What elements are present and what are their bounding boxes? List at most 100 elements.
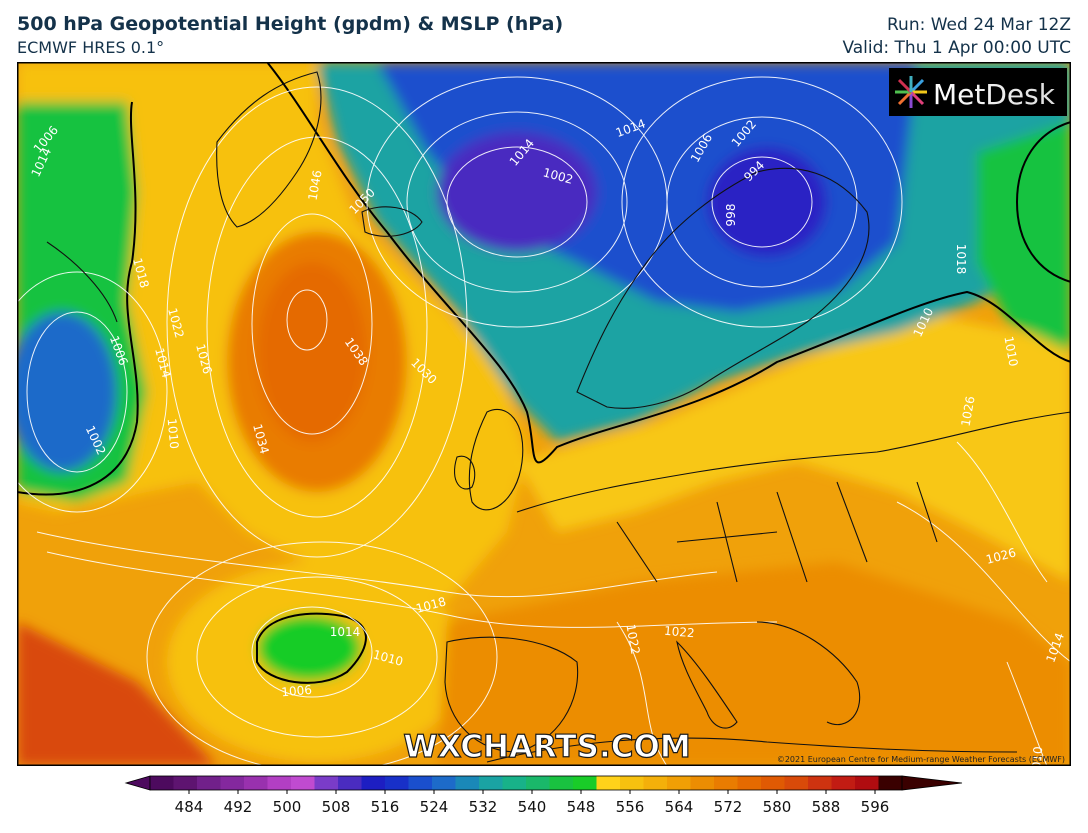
colorbar-tick-label: 548 xyxy=(567,798,596,816)
metdesk-logo-burst-icon xyxy=(895,76,927,108)
coastlines xyxy=(46,71,1071,763)
isobar-label: 1018 xyxy=(954,244,968,275)
iberia-coast xyxy=(444,636,579,753)
colorbar-swatch xyxy=(502,776,527,790)
colorbar: 484 492 500 508 516 524 532 540 548 556 564 572 580 5… xyxy=(124,775,963,816)
height-band-572-se xyxy=(437,562,1071,766)
colorbar-swatch xyxy=(596,776,621,790)
colorbar-swatch xyxy=(526,776,550,790)
colorbar-labels: 484 492 500 508 516 524 532 540 548 556 564 572 580 5… xyxy=(175,790,890,816)
colorbar-swatch xyxy=(643,776,668,790)
border-lines xyxy=(616,481,938,583)
colorbar-swatch xyxy=(197,776,221,790)
colorbar-tick-label: 572 xyxy=(714,798,743,816)
valid-time: Valid: Thu 1 Apr 00:00 UTC xyxy=(842,38,1071,58)
contour-552-west xyxy=(17,101,139,496)
colorbar-swatch xyxy=(267,776,292,790)
colorbar-swatch xyxy=(173,776,198,790)
colorbar-tick-label: 580 xyxy=(763,798,792,816)
colorbar-swatch xyxy=(432,776,456,790)
contour-552-north xyxy=(266,62,1071,464)
europe-mainland xyxy=(516,411,1071,513)
colorbar-arrow-left xyxy=(124,775,151,791)
colorbar-swatch xyxy=(878,776,903,790)
italy-coast xyxy=(676,640,738,729)
colorbar-swatch xyxy=(549,776,574,790)
isobar-label: 1010 xyxy=(1029,746,1046,766)
scandinavia-coast xyxy=(576,167,870,409)
newfoundland-coast xyxy=(46,241,118,323)
ridge-inner xyxy=(257,262,367,442)
colorbar-swatch xyxy=(244,776,268,790)
colorbar-swatch xyxy=(455,776,480,790)
colorbar-tick-label: 540 xyxy=(518,798,547,816)
isobar-label: 1046 xyxy=(306,169,325,202)
metdesk-logo-text: MetDesk xyxy=(933,78,1056,111)
colorbar-swatch xyxy=(690,776,715,790)
colorbar-tick-label: 484 xyxy=(175,798,204,816)
colorbar-tick-label: 524 xyxy=(420,798,449,816)
colorbar-swatch xyxy=(667,776,691,790)
colorbar-swatch xyxy=(338,776,362,790)
colorbar-swatch xyxy=(831,776,856,790)
chart-title: 500 hPa Geopotential Height (gpdm) & MSL… xyxy=(17,13,564,35)
isobar-label: 1022 xyxy=(664,624,696,641)
colorbar-swatch xyxy=(573,776,597,790)
isobar-label: 1006 xyxy=(281,683,313,700)
low-core-east xyxy=(707,147,827,257)
colorbar-swatch xyxy=(220,776,245,790)
colorbar-tick-label: 564 xyxy=(665,798,694,816)
colorbar-swatch xyxy=(314,776,339,790)
isobar-label: 1010 xyxy=(165,418,182,450)
colorbar-border xyxy=(149,775,903,791)
colorbar-tick-label: 596 xyxy=(861,798,890,816)
colorbar-tick-label: 492 xyxy=(224,798,253,816)
greenland-coast xyxy=(216,71,322,228)
balkans-coast xyxy=(756,621,861,726)
colorbar-swatch xyxy=(714,776,738,790)
low-core-west xyxy=(437,132,597,252)
cutoff-low xyxy=(257,615,361,681)
colorbar-tick-label: 556 xyxy=(616,798,645,816)
metdesk-logo: MetDesk xyxy=(889,68,1067,116)
colorbar-tick-label: 588 xyxy=(812,798,841,816)
colorbar-swatch xyxy=(761,776,785,790)
isobar-label: 1026 xyxy=(959,395,978,428)
colorbar-swatch xyxy=(784,776,809,790)
colorbar-tick-label: 532 xyxy=(469,798,498,816)
map-frame xyxy=(17,62,1071,766)
colorbar-arrow-right xyxy=(901,775,963,791)
iceland-coast xyxy=(361,206,423,237)
ireland-coast xyxy=(454,455,476,490)
colorbar-tick-label: 508 xyxy=(322,798,351,816)
colorbar-swatch xyxy=(361,776,386,790)
isobar-label: 1014 xyxy=(330,625,361,639)
colorbar-swatch xyxy=(291,776,315,790)
height-band-580-sw xyxy=(17,622,217,766)
colorbar-swatch xyxy=(385,776,409,790)
isobar-label: 998 xyxy=(724,204,738,227)
colorbar-swatch xyxy=(808,776,832,790)
british-isles-coast xyxy=(468,408,524,511)
colorbar-swatch xyxy=(620,776,644,790)
colorbar-swatch xyxy=(408,776,433,790)
east-green xyxy=(977,122,1071,352)
colorbar-swatch xyxy=(479,776,503,790)
labrador-low-core xyxy=(17,312,117,472)
isobar-label: 1010 xyxy=(1001,335,1020,368)
run-time: Run: Wed 24 Mar 12Z xyxy=(887,15,1071,35)
model-subtitle: ECMWF HRES 0.1° xyxy=(17,38,165,57)
colorbar-swatch xyxy=(737,776,762,790)
colorbar-tick-label: 500 xyxy=(273,798,302,816)
colorbar-swatch xyxy=(150,776,174,790)
isobar-label: 1022 xyxy=(623,623,642,656)
wxcharts-watermark: WXCHARTS.COM xyxy=(403,729,690,765)
colorbar-tick-label: 516 xyxy=(371,798,400,816)
contour-552-east xyxy=(1015,121,1071,283)
copyright-notice: ©2021 European Centre for Medium-range W… xyxy=(777,755,1065,764)
north-africa-coast xyxy=(486,737,1018,763)
isobars xyxy=(17,76,1071,766)
contour-552-cutoff xyxy=(256,612,367,684)
colorbar-swatches xyxy=(124,775,963,791)
